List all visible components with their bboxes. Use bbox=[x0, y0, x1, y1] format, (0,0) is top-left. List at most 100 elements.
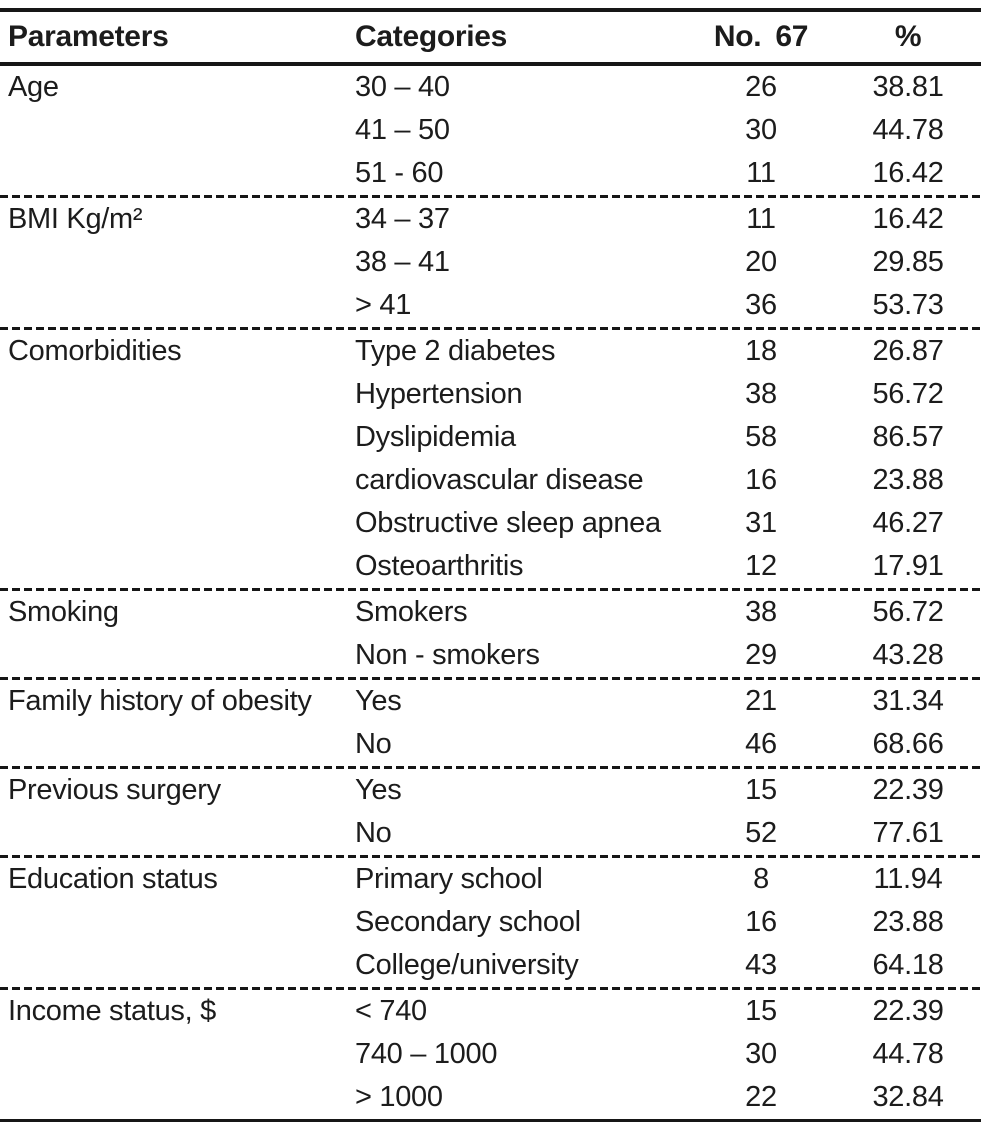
category-cell: Yes bbox=[355, 685, 402, 717]
count-cell: 52 bbox=[745, 817, 777, 849]
table-bottom-rule bbox=[0, 1119, 981, 1122]
percent-cell: 64.18 bbox=[872, 949, 944, 981]
param-cell: Income status, $ bbox=[8, 995, 216, 1027]
header-cell-categories: Categories bbox=[355, 20, 508, 53]
percent-cell: 44.78 bbox=[872, 114, 944, 146]
table-row: College/university 43 64.18 bbox=[0, 944, 981, 987]
section-divider-dashed bbox=[0, 195, 981, 198]
count-cell: 11 bbox=[746, 203, 776, 235]
count-cell: 20 bbox=[745, 246, 777, 278]
count-cell: 38 bbox=[745, 596, 777, 628]
section-divider-dashed bbox=[0, 588, 981, 591]
section-divider-dashed bbox=[0, 855, 981, 858]
percent-cell: 46.27 bbox=[872, 507, 944, 539]
count-cell: 15 bbox=[745, 774, 777, 806]
header-bottom-rule bbox=[0, 62, 981, 66]
param-cell: BMI Kg/m² bbox=[8, 203, 143, 235]
percent-cell: 32.84 bbox=[872, 1081, 944, 1113]
table-row: Smoking Smokers 38 56.72 bbox=[0, 591, 981, 634]
table-row: 41 – 50 30 44.78 bbox=[0, 109, 981, 152]
percent-cell: 23.88 bbox=[872, 906, 944, 938]
count-cell: 29 bbox=[745, 639, 777, 671]
table-row: Income status, $ < 740 15 22.39 bbox=[0, 990, 981, 1033]
table-row: No 52 77.61 bbox=[0, 812, 981, 855]
percent-cell: 16.42 bbox=[872, 157, 944, 189]
percent-cell: 16.42 bbox=[872, 203, 944, 235]
table-row: Comorbidities Type 2 diabetes 18 26.87 bbox=[0, 330, 981, 373]
category-cell: Primary school bbox=[355, 863, 543, 895]
param-cell: Smoking bbox=[8, 596, 119, 628]
count-cell: 21 bbox=[745, 685, 777, 717]
header-cell-percent: % bbox=[894, 20, 922, 53]
table-row: Non - smokers 29 43.28 bbox=[0, 634, 981, 677]
table-row: Family history of obesity Yes 21 31.34 bbox=[0, 680, 981, 723]
table-top-rule bbox=[0, 8, 981, 12]
count-cell: 11 bbox=[746, 157, 776, 189]
category-cell: cardiovascular disease bbox=[355, 464, 644, 496]
category-cell: 740 – 1000 bbox=[355, 1038, 498, 1070]
percent-cell: 68.66 bbox=[872, 728, 944, 760]
category-cell: 34 – 37 bbox=[355, 203, 450, 235]
percent-cell: 44.78 bbox=[872, 1038, 944, 1070]
table-row: BMI Kg/m² 34 – 37 11 16.42 bbox=[0, 198, 981, 241]
category-cell: 38 – 41 bbox=[355, 246, 450, 278]
table-row: 740 – 1000 30 44.78 bbox=[0, 1033, 981, 1076]
category-cell: Non - smokers bbox=[355, 639, 540, 671]
percent-cell: 77.61 bbox=[872, 817, 944, 849]
category-cell: Hypertension bbox=[355, 378, 523, 410]
category-cell: Dyslipidemia bbox=[355, 421, 516, 453]
percent-cell: 23.88 bbox=[872, 464, 944, 496]
count-cell: 22 bbox=[745, 1081, 777, 1113]
category-cell: Smokers bbox=[355, 596, 468, 628]
category-cell: < 740 bbox=[355, 995, 427, 1027]
table-row: Education status Primary school 8 11.94 bbox=[0, 858, 981, 901]
count-cell: 16 bbox=[745, 906, 777, 938]
category-cell: 41 – 50 bbox=[355, 114, 450, 146]
category-cell: Osteoarthritis bbox=[355, 550, 524, 582]
section-divider-dashed bbox=[0, 766, 981, 769]
percent-cell: 43.28 bbox=[872, 639, 944, 671]
percent-cell: 11.94 bbox=[873, 863, 943, 895]
category-cell: No bbox=[355, 728, 392, 760]
section-divider-dashed bbox=[0, 327, 981, 330]
category-cell: 30 – 40 bbox=[355, 71, 450, 103]
count-cell: 18 bbox=[745, 335, 777, 367]
count-cell: 43 bbox=[745, 949, 777, 981]
table-row: Previous surgery Yes 15 22.39 bbox=[0, 769, 981, 812]
param-cell: Previous surgery bbox=[8, 774, 221, 806]
percent-cell: 86.57 bbox=[872, 421, 944, 453]
percent-cell: 26.87 bbox=[872, 335, 944, 367]
param-cell: Age bbox=[8, 71, 59, 103]
table-header-row: Parameters Categories No. 67 % bbox=[0, 12, 981, 62]
table-row: Age 30 – 40 26 38.81 bbox=[0, 66, 981, 109]
param-cell: Comorbidities bbox=[8, 335, 182, 367]
header-no-label: No. bbox=[713, 20, 762, 53]
section-divider-dashed bbox=[0, 677, 981, 680]
table-row: cardiovascular disease 16 23.88 bbox=[0, 459, 981, 502]
table-row: Osteoarthritis 12 17.91 bbox=[0, 545, 981, 588]
category-cell: Yes bbox=[355, 774, 402, 806]
count-cell: 36 bbox=[745, 289, 777, 321]
percent-cell: 56.72 bbox=[872, 596, 944, 628]
table-row: Obstructive sleep apnea 31 46.27 bbox=[0, 502, 981, 545]
percent-cell: 22.39 bbox=[872, 774, 944, 806]
percent-cell: 17.91 bbox=[872, 550, 944, 582]
percent-cell: 31.34 bbox=[872, 685, 944, 717]
count-cell: 15 bbox=[745, 995, 777, 1027]
param-cell: Family history of obesity bbox=[8, 685, 312, 717]
header-total-n: 67 bbox=[775, 20, 809, 53]
table-row: Dyslipidemia 58 86.57 bbox=[0, 416, 981, 459]
table-row: 51 - 60 11 16.42 bbox=[0, 152, 981, 195]
percent-cell: 29.85 bbox=[872, 246, 944, 278]
category-cell: Obstructive sleep apnea bbox=[355, 507, 661, 539]
count-cell: 31 bbox=[745, 507, 777, 539]
count-cell: 12 bbox=[745, 550, 777, 582]
header-cell-no: No. 67 bbox=[687, 20, 835, 54]
percent-cell: 38.81 bbox=[872, 71, 944, 103]
percent-cell: 53.73 bbox=[872, 289, 944, 321]
table-row: 38 – 41 20 29.85 bbox=[0, 241, 981, 284]
table-row: No 46 68.66 bbox=[0, 723, 981, 766]
category-cell: > 41 bbox=[355, 289, 412, 321]
header-cell-parameters: Parameters bbox=[8, 20, 169, 53]
